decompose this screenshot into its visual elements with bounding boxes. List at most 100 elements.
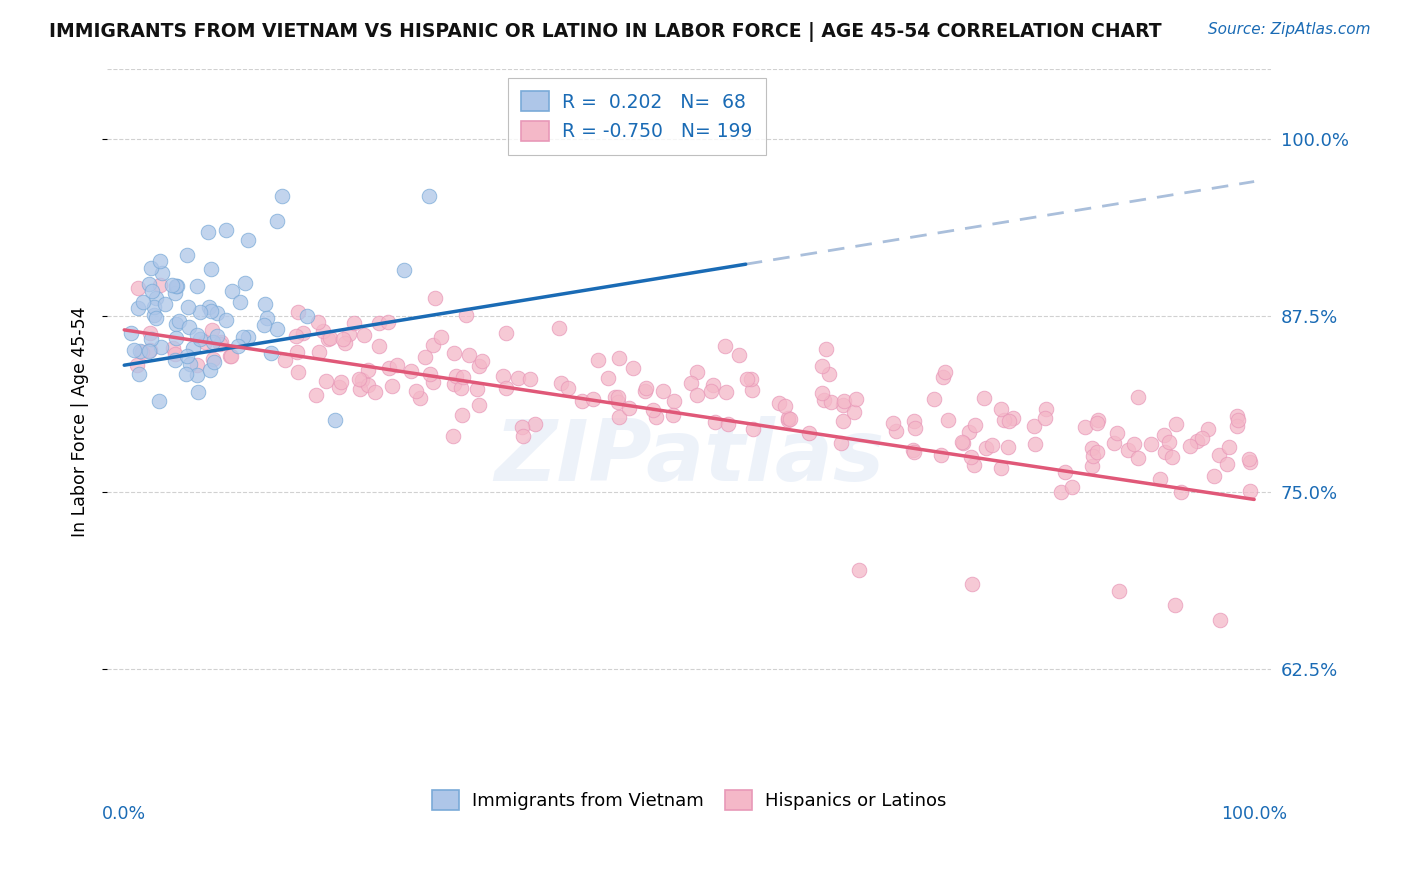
Point [356, 362, 378, 376]
Point [451, 370, 474, 384]
Point [139, 260, 162, 275]
Point [1149, 472, 1171, 486]
Point [177, 300, 200, 314]
Point [197, 225, 219, 239]
Point [307, 315, 329, 329]
Point [957, 425, 980, 440]
Point [1080, 458, 1102, 473]
Point [799, 425, 821, 440]
Point [1116, 443, 1139, 458]
Point [233, 276, 256, 290]
Point [186, 368, 208, 383]
Point [727, 348, 749, 362]
Point [1197, 421, 1219, 435]
Point [125, 358, 148, 372]
Point [644, 409, 666, 424]
Point [922, 392, 945, 406]
Point [131, 345, 153, 359]
Point [1053, 465, 1076, 479]
Point [232, 329, 254, 343]
Point [884, 424, 907, 438]
Point [607, 409, 630, 424]
Point [700, 384, 723, 398]
Point [131, 295, 153, 310]
Point [187, 384, 209, 399]
Point [163, 286, 186, 301]
Point [678, 782, 700, 797]
Point [679, 376, 702, 390]
Point [980, 438, 1002, 452]
Point [186, 328, 208, 343]
Point [1239, 455, 1261, 469]
Point [571, 394, 593, 409]
Text: 0.0%: 0.0% [103, 805, 146, 823]
Point [295, 309, 318, 323]
Point [1202, 469, 1225, 483]
Point [368, 338, 391, 352]
Point [1153, 445, 1175, 459]
Point [418, 188, 440, 202]
Point [740, 372, 762, 386]
Point [830, 435, 852, 450]
Point [492, 368, 515, 383]
Point [349, 382, 371, 396]
Point [145, 310, 167, 325]
Point [201, 323, 224, 337]
Point [456, 308, 478, 322]
Point [179, 357, 201, 371]
Point [179, 320, 201, 334]
Point [596, 370, 619, 384]
Point [188, 304, 211, 318]
Point [128, 367, 150, 381]
Point [1218, 440, 1240, 454]
Point [716, 385, 738, 400]
Point [703, 415, 725, 429]
Point [686, 365, 709, 379]
Point [188, 332, 211, 346]
Point [149, 277, 172, 292]
Point [162, 342, 184, 356]
Point [1104, 436, 1126, 450]
Point [364, 384, 387, 399]
Point [990, 401, 1012, 416]
Point [444, 369, 467, 384]
Point [315, 374, 337, 388]
Point [319, 331, 342, 345]
Point [405, 384, 427, 399]
Point [1161, 450, 1184, 464]
Point [662, 408, 685, 422]
Point [832, 398, 855, 412]
Point [1209, 613, 1232, 627]
Point [1035, 402, 1057, 417]
Point [963, 458, 986, 472]
Point [450, 408, 472, 422]
Point [1087, 413, 1109, 427]
Point [323, 413, 346, 427]
Point [205, 329, 228, 343]
Point [586, 353, 609, 368]
Point [1187, 434, 1209, 448]
Point [350, 374, 373, 388]
Point [208, 336, 231, 351]
Point [778, 411, 800, 425]
Point [122, 343, 145, 358]
Point [153, 297, 176, 311]
Point [664, 394, 686, 409]
Point [929, 449, 952, 463]
Point [253, 297, 276, 311]
Y-axis label: In Labor Force | Age 45-54: In Labor Force | Age 45-54 [72, 307, 89, 537]
Point [1191, 431, 1213, 445]
Point [347, 372, 370, 386]
Point [443, 345, 465, 359]
Text: IMMIGRANTS FROM VIETNAM VS HISPANIC OR LATINO IN LABOR FORCE | AGE 45-54 CORRELA: IMMIGRANTS FROM VIETNAM VS HISPANIC OR L… [49, 22, 1161, 42]
Point [973, 391, 995, 405]
Point [1208, 448, 1230, 462]
Point [202, 352, 225, 367]
Point [204, 354, 226, 368]
Point [904, 421, 927, 435]
Point [550, 376, 572, 390]
Point [963, 417, 986, 432]
Point [215, 313, 238, 327]
Point [148, 393, 170, 408]
Point [226, 339, 249, 353]
